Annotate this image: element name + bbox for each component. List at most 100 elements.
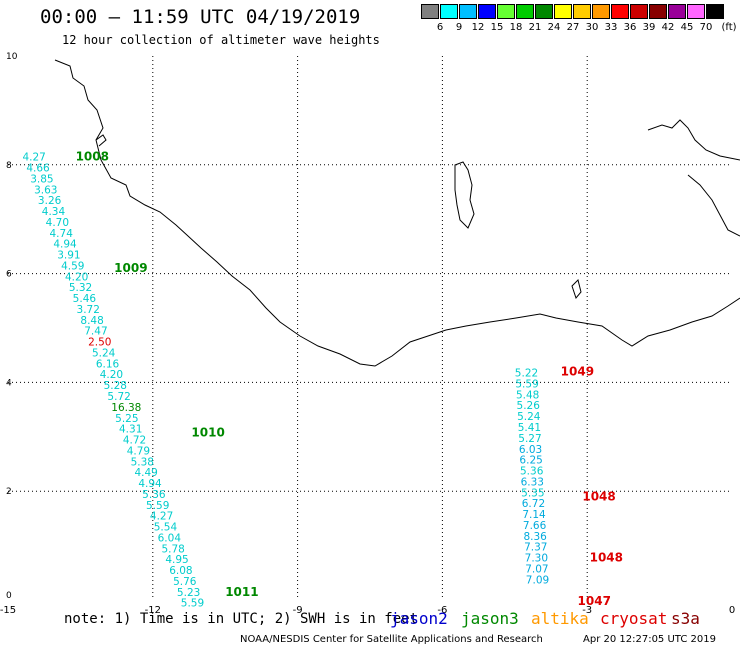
wave-height-value: 6.08 xyxy=(169,565,192,577)
satellite-altika: altika xyxy=(531,609,589,628)
wave-height-value: 5.22 xyxy=(515,368,538,380)
satellite-cryosat: cryosat xyxy=(600,609,668,628)
coastline-inlet xyxy=(95,134,107,147)
legend-label: 36 xyxy=(623,22,637,33)
wave-height-value: 4.94 xyxy=(53,239,77,251)
x-tick-label: -12 xyxy=(145,605,161,616)
wave-height-value: 4.95 xyxy=(165,554,188,566)
wave-height-value: 4.27 xyxy=(22,152,45,164)
wave-height-value: 8.36 xyxy=(523,531,547,543)
legend-label: 33 xyxy=(604,22,618,33)
legend-label: 21 xyxy=(528,22,542,33)
y-tick-label: 0 xyxy=(6,591,12,601)
wave-height-value: 6.16 xyxy=(96,358,120,370)
y-tick-label: 2 xyxy=(6,487,12,497)
legend-label: 6 xyxy=(436,22,444,33)
wave-height-value: 6.25 xyxy=(519,455,542,467)
satellite-jason3: jason3 xyxy=(461,609,519,628)
legend-label: 42 xyxy=(661,22,675,33)
update-timestamp: Apr 20 12:27:05 UTC 2019 xyxy=(583,634,716,645)
x-tick-label: -9 xyxy=(293,605,303,616)
wave-height-value: 3.72 xyxy=(77,304,100,316)
wave-height-value: 5.72 xyxy=(107,391,130,403)
wave-height-value: 4.66 xyxy=(26,163,50,175)
track-number-label: 1011 xyxy=(225,585,258,599)
wave-height-value: 7.07 xyxy=(525,563,548,575)
legend-swatch xyxy=(706,4,724,19)
track-number-label: 1049 xyxy=(561,365,594,379)
coastline-main xyxy=(54,59,740,367)
wave-height-value: 5.25 xyxy=(115,413,138,425)
wave-height-values: 4.274.663.853.633.264.344.704.744.943.91… xyxy=(22,152,549,610)
legend-label: 18 xyxy=(509,22,523,33)
satellite-jason2: jason2 xyxy=(390,609,448,628)
legend-label: 12 xyxy=(471,22,485,33)
wave-height-value: 4.72 xyxy=(123,435,146,447)
legend-label: 15 xyxy=(490,22,504,33)
wave-height-value: 5.35 xyxy=(521,487,544,499)
legend-swatch xyxy=(630,4,648,19)
wave-height-value: 5.46 xyxy=(73,293,97,305)
legend-label: 9 xyxy=(455,22,463,33)
wave-height-value: 5.59 xyxy=(146,500,169,512)
wave-height-value: 4.20 xyxy=(100,369,123,381)
wave-height-value: 3.63 xyxy=(34,184,57,196)
wave-height-value: 6.33 xyxy=(521,476,544,488)
wave-height-value: 8.48 xyxy=(80,315,103,327)
wave-height-value: 16.38 xyxy=(111,402,141,414)
track-number-label: 1048 xyxy=(582,490,615,504)
wave-height-value: 5.26 xyxy=(517,400,541,412)
wave-height-value: 4.74 xyxy=(50,228,74,240)
track-number-label: 1010 xyxy=(191,425,224,439)
track-number-label: 1048 xyxy=(590,551,623,565)
wave-height-value: 6.03 xyxy=(519,444,542,456)
wave-height-value: 7.30 xyxy=(525,553,548,565)
wave-height-value: 7.66 xyxy=(523,520,547,532)
legend-swatch xyxy=(440,4,458,19)
wave-height-value: 7.37 xyxy=(524,542,547,554)
wave-height-value: 5.59 xyxy=(181,598,204,610)
coastline xyxy=(54,59,740,367)
wave-height-value: 6.04 xyxy=(158,532,182,544)
wave-height-value: 4.79 xyxy=(127,445,150,457)
wave-height-value: 5.27 xyxy=(518,433,541,445)
legend-swatch xyxy=(611,4,629,19)
wave-height-value: 3.26 xyxy=(38,195,62,207)
wave-height-value: 5.76 xyxy=(173,576,197,588)
legend-swatch xyxy=(421,4,439,19)
legend-swatch xyxy=(687,4,705,19)
wave-height-value: 5.28 xyxy=(104,380,127,392)
track-number-label: 1009 xyxy=(114,261,147,275)
wave-height-value: 3.91 xyxy=(57,250,80,262)
legend-swatch xyxy=(535,4,553,19)
legend-label: 39 xyxy=(642,22,656,33)
wave-height-value: 6.72 xyxy=(522,498,545,510)
wave-height-value: 5.38 xyxy=(131,456,154,468)
wave-height-value: 5.24 xyxy=(92,347,116,359)
track-number-label: 1008 xyxy=(76,150,109,164)
coastline-ne xyxy=(647,119,740,161)
y-tick-label: 8 xyxy=(6,161,12,171)
wave-height-value: 4.20 xyxy=(65,271,88,283)
wave-height-value: 5.59 xyxy=(515,378,538,390)
legend-swatch xyxy=(516,4,534,19)
wave-height-value: 3.85 xyxy=(30,173,53,185)
map-subtitle: 12 hour collection of altimeter wave hei… xyxy=(62,33,380,47)
island-2 xyxy=(571,279,582,300)
axis-labels: -15 -12 -9 -6 -3 0 0 2 4 6 8 10 xyxy=(0,52,735,616)
legend-label: 24 xyxy=(547,22,561,33)
legend-swatch xyxy=(497,4,515,19)
wave-height-value: 5.48 xyxy=(516,389,539,401)
map-title: 00:00 – 11:59 UTC 04/19/2019 xyxy=(40,6,361,28)
wave-height-value: 4.27 xyxy=(150,511,173,523)
wave-height-value: 2.50 xyxy=(88,337,111,349)
wave-height-value: 5.54 xyxy=(154,522,178,534)
legend-swatch xyxy=(554,4,572,19)
wave-height-value: 5.32 xyxy=(69,282,92,294)
legend-swatch xyxy=(668,4,686,19)
y-tick-label: 4 xyxy=(6,378,12,388)
legend-label: 27 xyxy=(566,22,580,33)
island-1 xyxy=(454,161,475,229)
legend-swatch xyxy=(649,4,667,19)
